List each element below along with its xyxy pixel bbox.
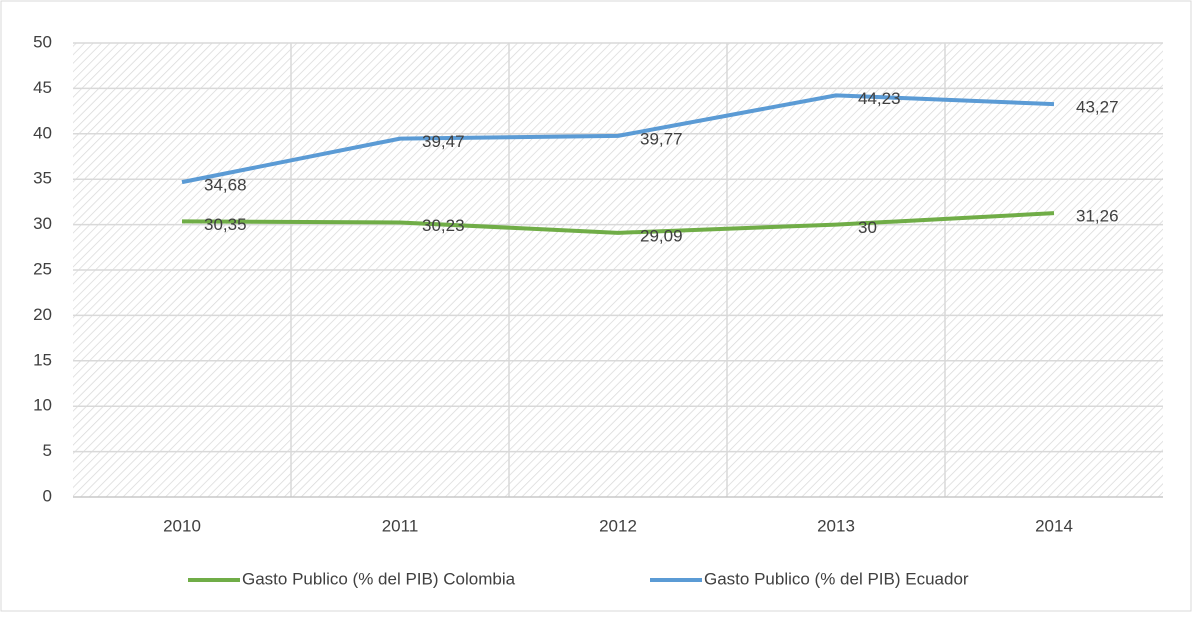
x-tick-label: 2013 — [817, 516, 855, 535]
x-tick-label: 2014 — [1035, 516, 1073, 535]
data-label: 31,26 — [1076, 207, 1119, 226]
data-label: 39,77 — [640, 129, 683, 148]
data-label: 30,23 — [422, 216, 465, 235]
y-tick-label: 50 — [33, 32, 52, 51]
y-tick-label: 0 — [43, 486, 52, 505]
x-tick-label: 2011 — [382, 516, 419, 535]
y-tick-label: 5 — [43, 441, 52, 460]
series-line — [181, 93, 1055, 185]
data-label: 43,27 — [1076, 98, 1119, 117]
data-label: 30,35 — [204, 215, 247, 234]
legend-label: Gasto Publico (% del PIB) Ecuador — [704, 569, 969, 588]
y-tick-label: 40 — [33, 123, 52, 142]
data-label: 34,68 — [204, 176, 247, 195]
y-tick-label: 20 — [33, 305, 52, 324]
y-tick-label: 35 — [33, 169, 52, 188]
y-tick-label: 45 — [33, 78, 52, 97]
y-tick-label: 25 — [33, 259, 52, 278]
y-tick-label: 15 — [33, 350, 52, 369]
y-tick-label: 10 — [33, 396, 52, 415]
data-label: 44,23 — [858, 89, 901, 108]
legend-label: Gasto Publico (% del PIB) Colombia — [242, 569, 516, 588]
x-tick-label: 2012 — [599, 516, 637, 535]
y-tick-label: 30 — [33, 214, 52, 233]
series-line — [181, 211, 1055, 235]
data-label: 30 — [858, 218, 877, 237]
data-label: 39,47 — [422, 132, 465, 151]
x-tick-label: 2010 — [163, 516, 201, 535]
data-label: 29,09 — [640, 226, 683, 245]
